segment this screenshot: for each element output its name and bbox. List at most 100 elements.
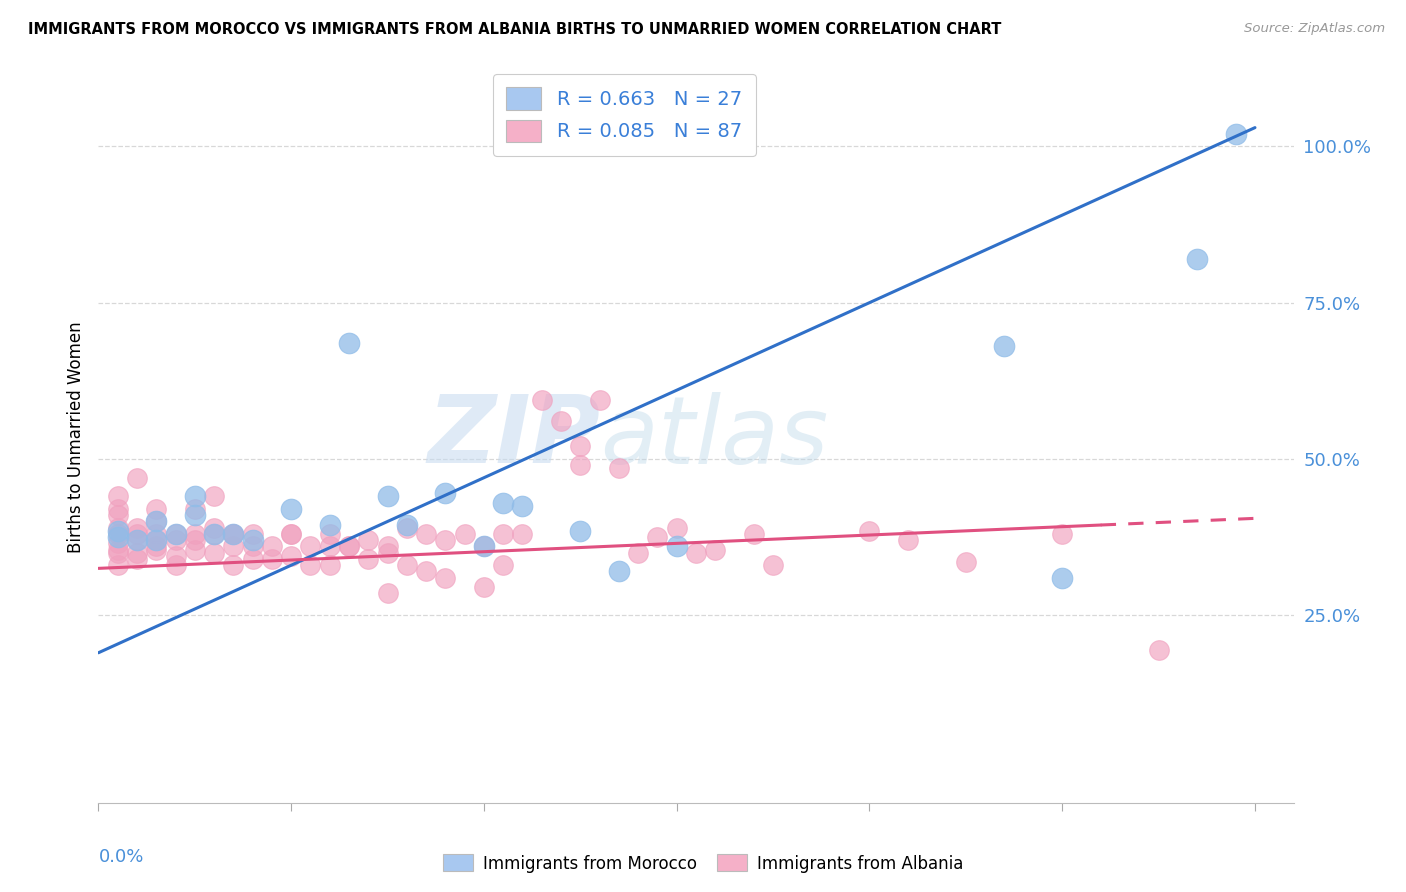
- Point: [107, 521, 129, 535]
- Point: [125, 533, 148, 548]
- Point: [184, 502, 207, 516]
- Point: [125, 521, 148, 535]
- Point: [107, 536, 129, 550]
- Point: [145, 502, 167, 516]
- Point: [955, 555, 977, 569]
- Point: [202, 521, 225, 535]
- Point: [1050, 571, 1073, 585]
- Point: [357, 533, 380, 548]
- Point: [145, 527, 167, 541]
- Point: [492, 496, 515, 510]
- Point: [742, 527, 765, 541]
- Point: [184, 490, 207, 504]
- Point: [107, 508, 129, 523]
- Point: [145, 540, 167, 554]
- Point: [472, 540, 495, 554]
- Point: [472, 580, 495, 594]
- Point: [125, 533, 148, 548]
- Point: [319, 527, 342, 541]
- Point: [665, 540, 688, 554]
- Point: [125, 527, 148, 541]
- Point: [184, 508, 207, 523]
- Point: [107, 530, 129, 544]
- Point: [319, 517, 342, 532]
- Point: [569, 440, 592, 454]
- Point: [415, 527, 437, 541]
- Point: [165, 549, 187, 563]
- Point: [107, 558, 129, 573]
- Point: [184, 533, 207, 548]
- Point: [202, 527, 225, 541]
- Point: [222, 558, 245, 573]
- Point: [434, 533, 457, 548]
- Point: [377, 546, 399, 560]
- Point: [299, 540, 322, 554]
- Point: [260, 540, 283, 554]
- Text: ZIP: ZIP: [427, 391, 600, 483]
- Point: [242, 527, 264, 541]
- Point: [1050, 527, 1073, 541]
- Point: [492, 558, 515, 573]
- Point: [453, 527, 475, 541]
- Text: atlas: atlas: [600, 392, 828, 483]
- Point: [145, 515, 167, 529]
- Point: [530, 392, 553, 407]
- Text: 0.0%: 0.0%: [98, 848, 143, 866]
- Point: [434, 486, 457, 500]
- Point: [627, 546, 650, 560]
- Point: [222, 527, 245, 541]
- Point: [107, 524, 129, 538]
- Point: [184, 542, 207, 557]
- Point: [107, 502, 129, 516]
- Point: [704, 542, 727, 557]
- Point: [280, 527, 302, 541]
- Point: [337, 336, 360, 351]
- Point: [222, 540, 245, 554]
- Y-axis label: Births to Unmarried Women: Births to Unmarried Women: [66, 321, 84, 553]
- Point: [184, 527, 207, 541]
- Point: [377, 540, 399, 554]
- Point: [242, 552, 264, 566]
- Point: [280, 549, 302, 563]
- Point: [569, 524, 592, 538]
- Point: [145, 542, 167, 557]
- Text: IMMIGRANTS FROM MOROCCO VS IMMIGRANTS FROM ALBANIA BIRTHS TO UNMARRIED WOMEN COR: IMMIGRANTS FROM MOROCCO VS IMMIGRANTS FR…: [28, 22, 1001, 37]
- Point: [280, 502, 302, 516]
- Point: [377, 586, 399, 600]
- Point: [319, 558, 342, 573]
- Legend: Immigrants from Morocco, Immigrants from Albania: Immigrants from Morocco, Immigrants from…: [436, 847, 970, 880]
- Point: [145, 515, 167, 529]
- Point: [107, 546, 129, 560]
- Point: [472, 540, 495, 554]
- Point: [222, 527, 245, 541]
- Point: [125, 546, 148, 560]
- Point: [165, 533, 187, 548]
- Point: [242, 540, 264, 554]
- Point: [395, 521, 418, 535]
- Point: [357, 552, 380, 566]
- Point: [492, 527, 515, 541]
- Point: [607, 565, 630, 579]
- Point: [280, 527, 302, 541]
- Point: [550, 414, 572, 428]
- Point: [319, 540, 342, 554]
- Point: [165, 558, 187, 573]
- Point: [107, 542, 129, 557]
- Point: [337, 540, 360, 554]
- Point: [202, 546, 225, 560]
- Point: [395, 558, 418, 573]
- Point: [512, 499, 534, 513]
- Point: [125, 552, 148, 566]
- Point: [202, 527, 225, 541]
- Point: [588, 392, 610, 407]
- Point: [993, 339, 1015, 353]
- Point: [647, 530, 669, 544]
- Point: [125, 471, 148, 485]
- Point: [607, 461, 630, 475]
- Point: [337, 540, 360, 554]
- Point: [222, 527, 245, 541]
- Point: [165, 527, 187, 541]
- Point: [107, 527, 129, 541]
- Point: [512, 527, 534, 541]
- Point: [897, 533, 920, 548]
